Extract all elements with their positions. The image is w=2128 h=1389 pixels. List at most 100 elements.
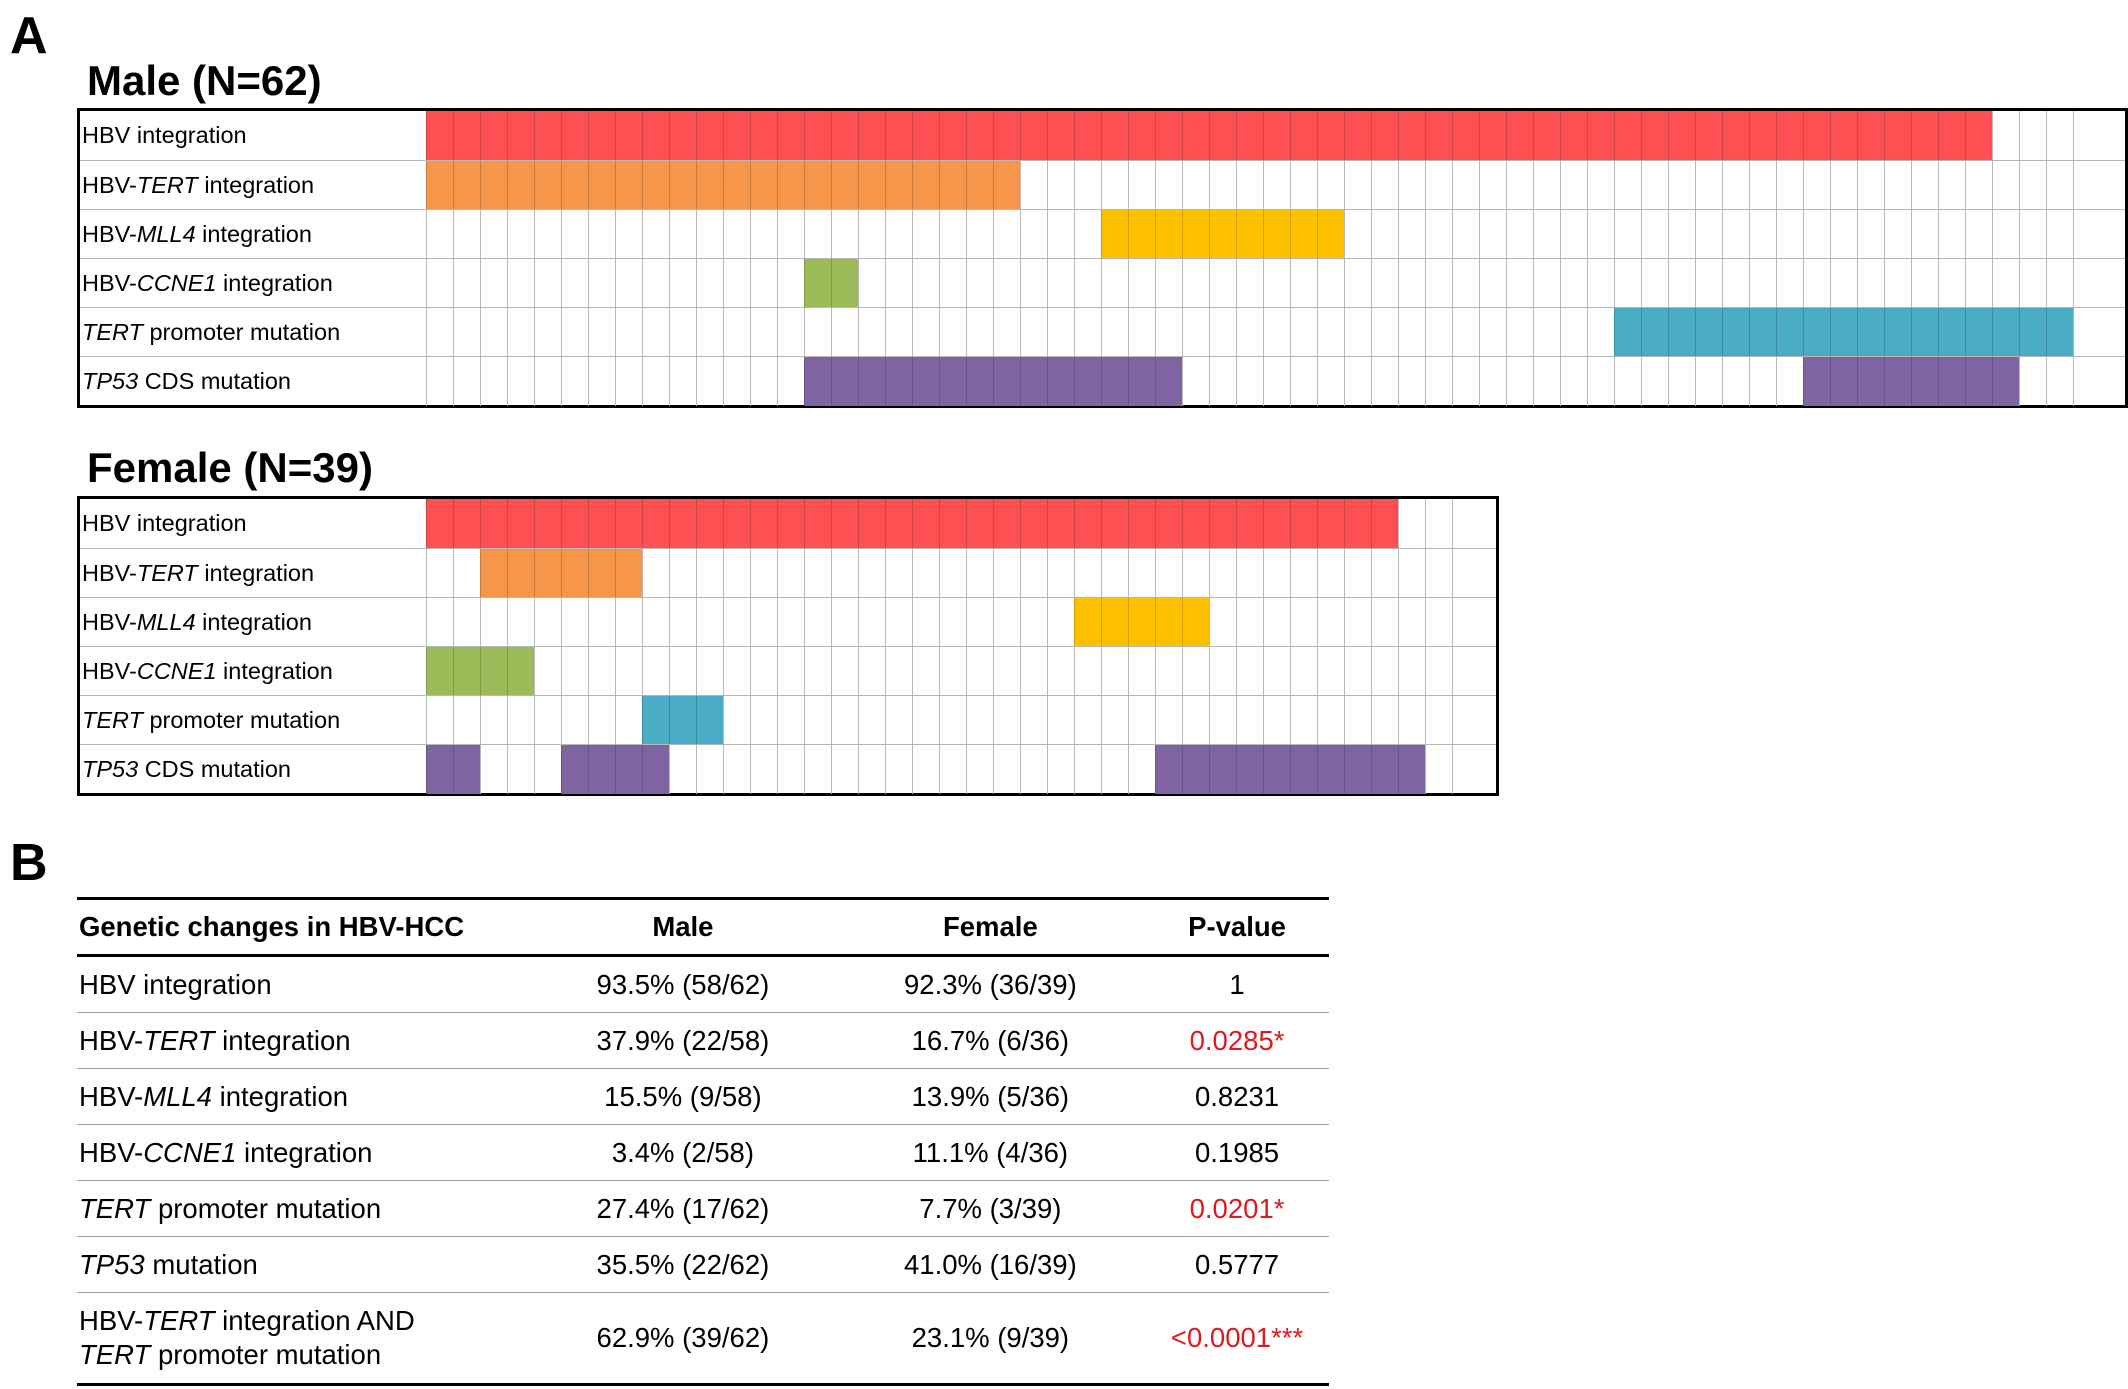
grid-cell-altered [804, 357, 831, 406]
grid-cell [1614, 210, 1641, 259]
grid-cell [939, 549, 966, 598]
grid-cell [831, 598, 858, 647]
grid-cell [2073, 259, 2100, 308]
grid-cell [858, 549, 885, 598]
grid-cell-altered [615, 499, 642, 548]
grid-cell [885, 598, 912, 647]
grid-cell [1128, 308, 1155, 357]
grid-cell [507, 745, 534, 794]
grid-cell-altered [966, 499, 993, 548]
grid-cell [1317, 598, 1344, 647]
grid-cell [885, 549, 912, 598]
grid-cell [1317, 549, 1344, 598]
grid-cell [696, 598, 723, 647]
grid-cell-altered [885, 161, 912, 210]
grid-cell [1776, 259, 1803, 308]
grid-cell-altered [831, 161, 858, 210]
grid-cell [1290, 259, 1317, 308]
grid-cell-altered [1560, 111, 1587, 160]
grid-cell-altered [1695, 308, 1722, 357]
table-row: TP53 mutation 35.5% (22/62) 41.0% (16/39) 0… [77, 1236, 1329, 1293]
grid-row: HBV-TERT integration [80, 160, 2125, 210]
grid-cell-altered [831, 259, 858, 308]
grid-cell [480, 745, 507, 794]
grid-row-label: HBV-CCNE1 integration [82, 658, 333, 684]
grid-cell [1317, 647, 1344, 696]
row-label: HBV-TERT integration [77, 1012, 531, 1069]
grid-cell [561, 259, 588, 308]
grid-cell-altered [642, 161, 669, 210]
row-label: HBV-TERT integration AND TERT promoter mu… [77, 1292, 531, 1386]
grid-cell [1452, 259, 1479, 308]
grid-cell [1425, 161, 1452, 210]
grid-cell [1614, 357, 1641, 406]
grid-cell-altered [1128, 499, 1155, 548]
grid-cell [1479, 357, 1506, 406]
grid-cell-altered [1047, 357, 1074, 406]
grid-row-label: HBV integration [82, 510, 247, 536]
grid-cell [777, 696, 804, 745]
grid-cell-altered [588, 549, 615, 598]
grid-cell [1695, 161, 1722, 210]
grid-cell [831, 745, 858, 794]
male-value: 27.4% (17/62) [530, 1180, 836, 1237]
grid-cell [993, 308, 1020, 357]
grid-cell [426, 308, 453, 357]
grid-row: HBV integration [80, 111, 2125, 160]
grid-cell [1182, 696, 1209, 745]
grid-cell [1263, 647, 1290, 696]
grid-cell [1857, 259, 1884, 308]
female-value: 7.7% (3/39) [835, 1180, 1146, 1237]
grid-cell-altered [1155, 210, 1182, 259]
grid-cell [723, 357, 750, 406]
grid-cell-altered [993, 111, 1020, 160]
male-value: 62.9% (39/62) [530, 1292, 836, 1386]
grid-cell-altered [1776, 308, 1803, 357]
grid-cell [1560, 259, 1587, 308]
grid-cell [1209, 259, 1236, 308]
grid-cell-altered [1722, 111, 1749, 160]
grid-cell [453, 210, 480, 259]
grid-cell [750, 210, 777, 259]
grid-cell [1317, 696, 1344, 745]
grid-cell [588, 357, 615, 406]
grid-cell [615, 259, 642, 308]
grid-cell [885, 647, 912, 696]
grid-cell-altered [1290, 745, 1317, 794]
grid-cell [1047, 210, 1074, 259]
grid-cell-altered [1317, 499, 1344, 548]
grid-cell [1668, 161, 1695, 210]
grid-cell [1857, 161, 1884, 210]
grid-row-label: TP53 CDS mutation [82, 368, 291, 394]
grid-cell-altered [777, 111, 804, 160]
grid-cell [1263, 696, 1290, 745]
grid-cell-altered [1020, 499, 1047, 548]
grid-cell [966, 598, 993, 647]
grid-cell [750, 598, 777, 647]
grid-cell [885, 745, 912, 794]
grid-cell-altered [1074, 598, 1101, 647]
grid-cell [1047, 598, 1074, 647]
grid-cell-altered [615, 745, 642, 794]
grid-cell [1344, 357, 1371, 406]
grid-cell [1668, 210, 1695, 259]
grid-cell [1236, 549, 1263, 598]
grid-cell [831, 308, 858, 357]
grid-cell-altered [561, 745, 588, 794]
grid-cell [723, 549, 750, 598]
grid-cell [1452, 210, 1479, 259]
grid-cell [1506, 161, 1533, 210]
grid-cell-altered [426, 745, 453, 794]
row-label: TERT promoter mutation [77, 1180, 531, 1237]
grid-cell [1398, 357, 1425, 406]
table-row: HBV integration 93.5% (58/62) 92.3% (36/39… [77, 955, 1329, 1013]
grid-cell-altered [1668, 111, 1695, 160]
grid-cell-altered [696, 499, 723, 548]
grid-cell-altered [453, 745, 480, 794]
grid-cell-altered [1992, 357, 2019, 406]
grid-cell [1371, 696, 1398, 745]
grid-cell [588, 647, 615, 696]
grid-cell [642, 210, 669, 259]
grid-cell [1074, 210, 1101, 259]
grid-cell [1398, 647, 1425, 696]
